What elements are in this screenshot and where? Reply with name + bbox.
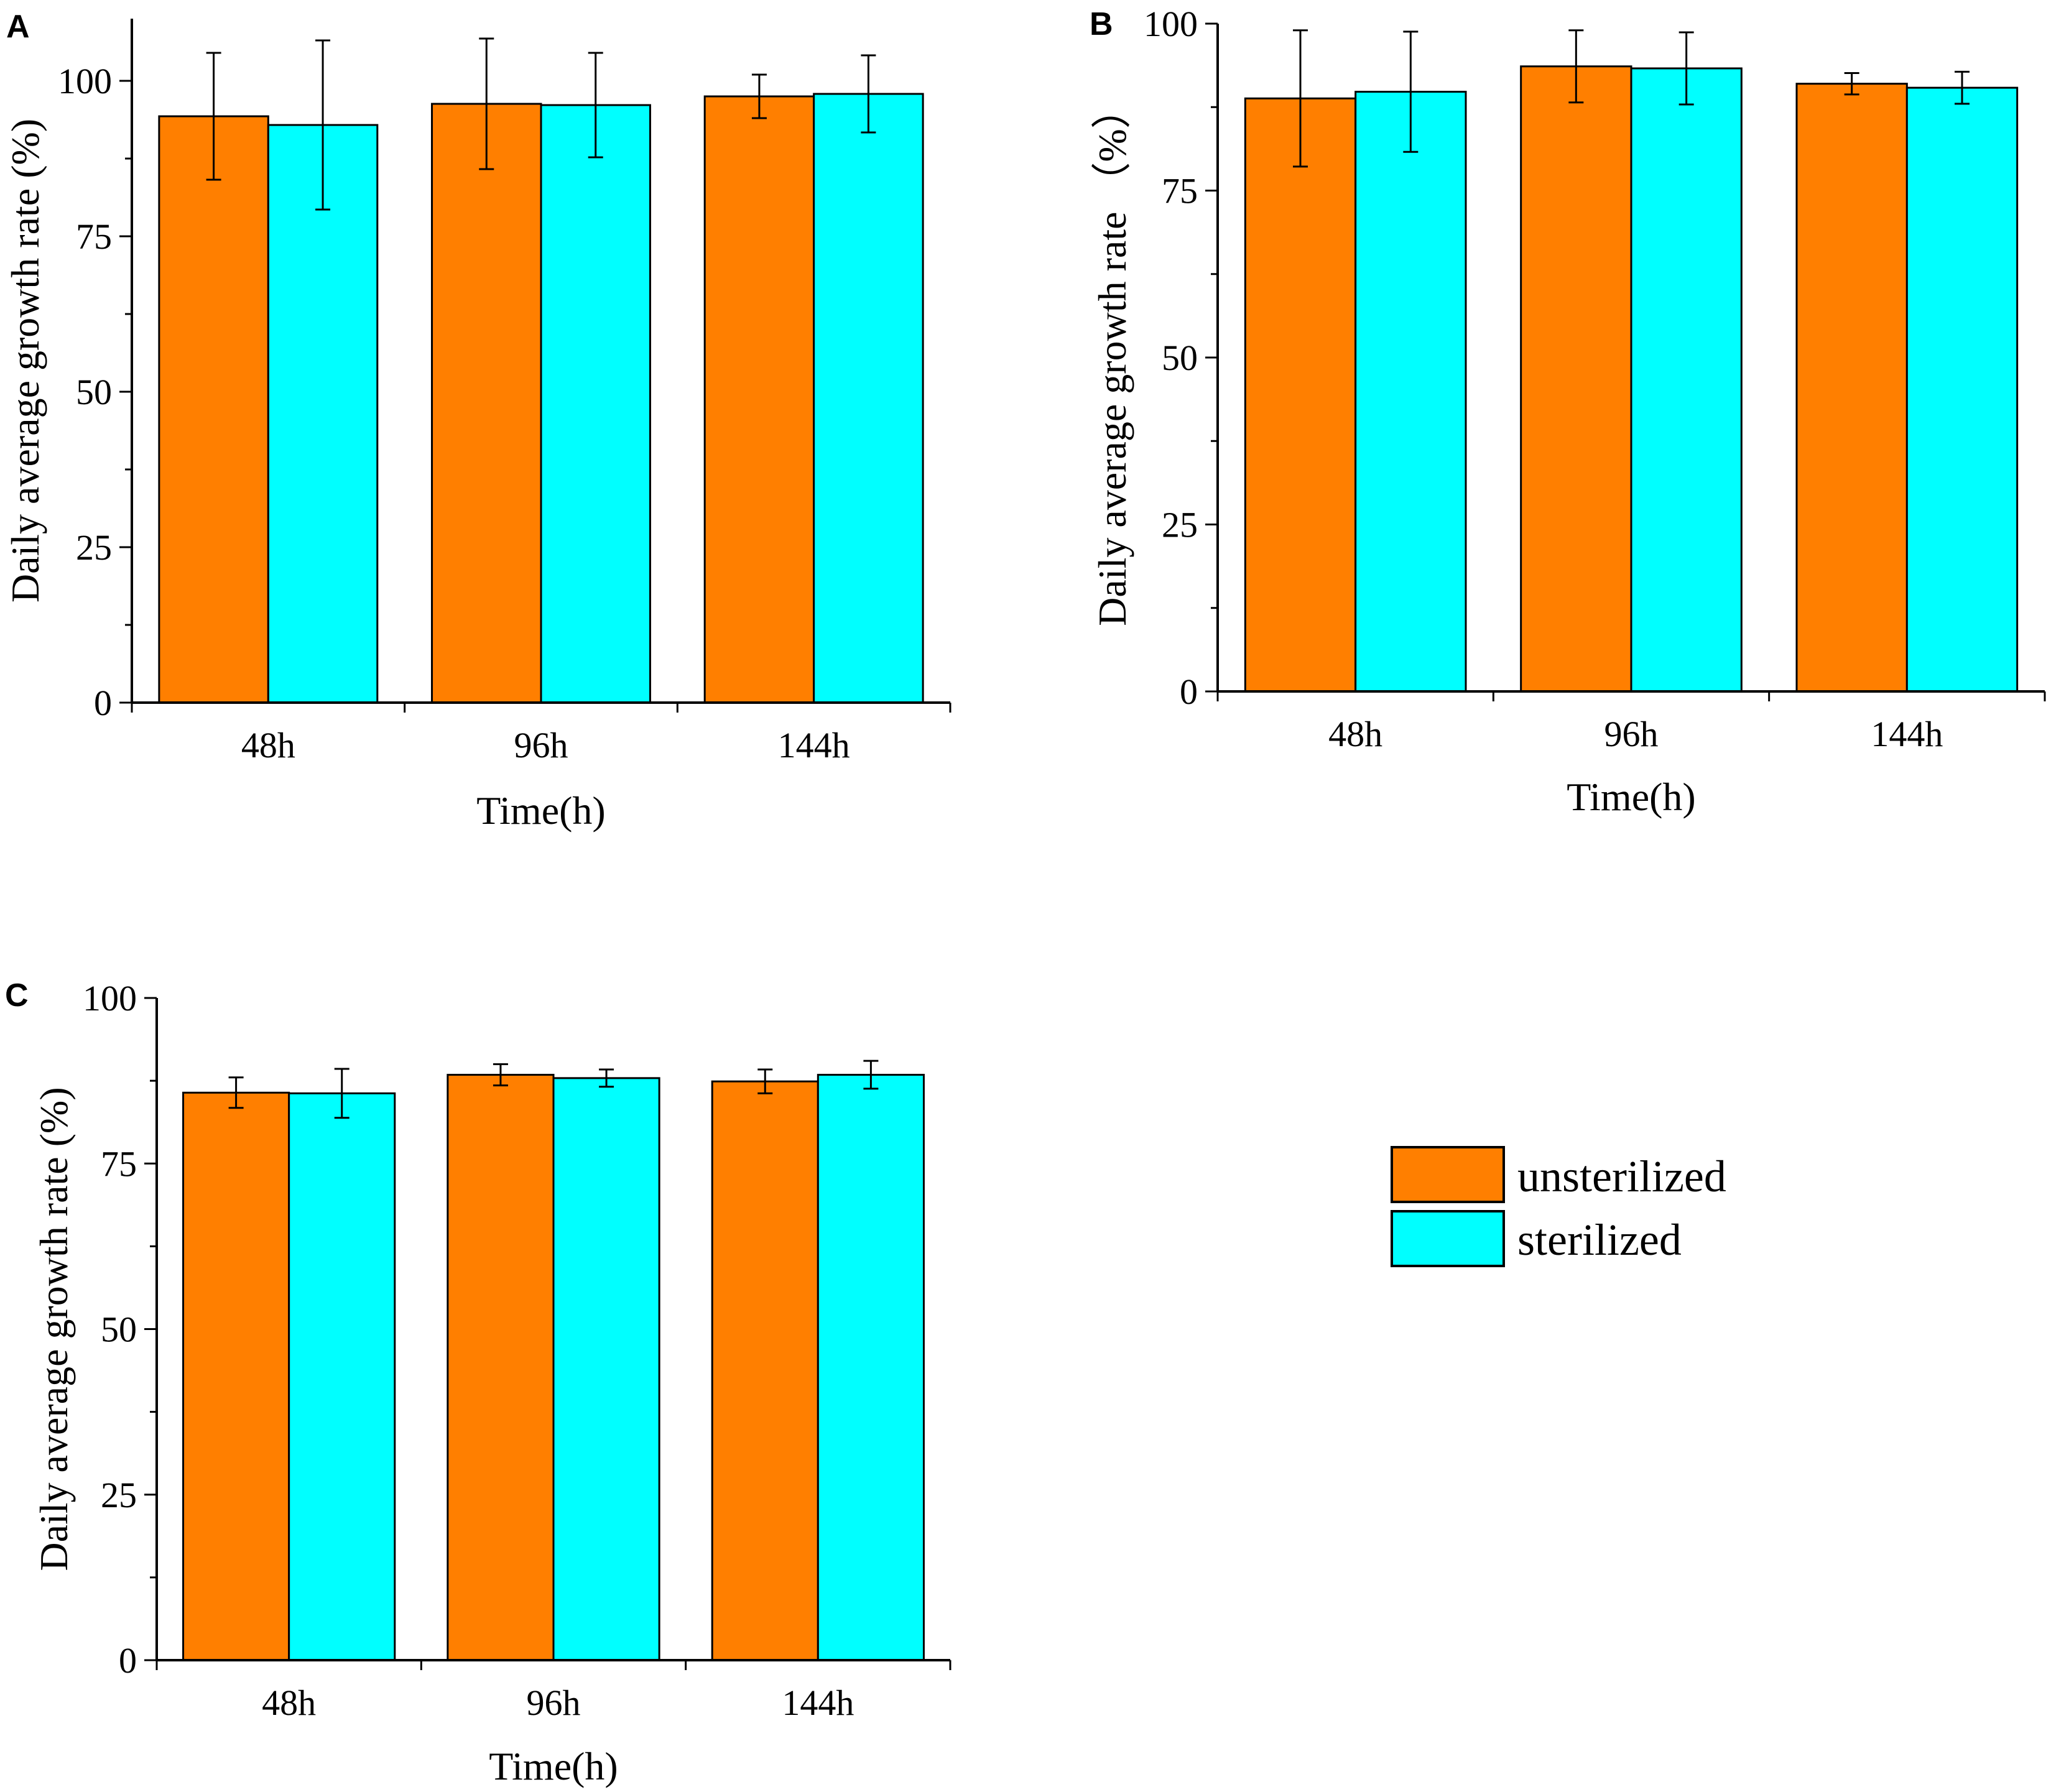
- bar-unsterilized-48h: [1244, 97, 1357, 693]
- x-tick-label: 144h: [782, 1683, 854, 1723]
- bar-sterilized-48h: [267, 124, 379, 704]
- error-bar-unsterilized-144h: [1844, 72, 1859, 96]
- chart-panel-c: C 48h 96h 144h 0 25 50 75 100 Time(h) Daily averag…: [5, 977, 951, 1788]
- chart-panel-a: A 48h 96h 144h 0 25 50 75 100 Time(h) Daily averag…: [3, 9, 951, 833]
- x-tick-label: 144h: [778, 725, 850, 765]
- error-bar-unsterilized-48h: [228, 1076, 244, 1109]
- y-axis-title: Daily average growth rate (%): [32, 1087, 76, 1571]
- y-tick-label: 50: [1162, 338, 1198, 378]
- chart-panel-b: B 48h 96h 144h 0 25 50 75 100 Time(h) Daily averag…: [1090, 4, 2046, 819]
- x-axis-title: Time(h): [476, 788, 605, 833]
- y-tick-label: 50: [101, 1309, 137, 1350]
- y-axis-title: Daily average growth rate （%）: [1090, 89, 1134, 626]
- y-tick-label: 0: [119, 1640, 137, 1681]
- x-tick-label: 144h: [1871, 714, 1943, 754]
- x-tick-label: 48h: [241, 725, 295, 765]
- y-tick-label: 75: [101, 1143, 137, 1184]
- bar-unsterilized-144h: [711, 1080, 819, 1661]
- y-tick-label: 75: [76, 216, 112, 257]
- error-bar-unsterilized-96h: [479, 37, 494, 170]
- x-tick-label: 96h: [514, 725, 568, 765]
- bar-sterilized-96h: [1630, 67, 1743, 693]
- legend-label-sterilized: sterilized: [1517, 1215, 1682, 1265]
- error-bar-sterilized-144h: [861, 54, 876, 134]
- error-bar-sterilized-48h: [315, 39, 331, 211]
- bar-unsterilized-144h: [703, 95, 815, 704]
- y-tick-label: 100: [1144, 4, 1198, 44]
- y-tick-label: 100: [58, 61, 112, 101]
- error-bar-sterilized-96h: [1678, 31, 1694, 106]
- bar-unsterilized-48h: [158, 115, 269, 704]
- legend-swatch-sterilized: [1391, 1210, 1505, 1267]
- bar-sterilized-48h: [288, 1092, 396, 1661]
- y-axis-title: Daily average growth rate (%): [3, 119, 47, 603]
- x-tick-label: 96h: [1604, 714, 1659, 754]
- y-tick-label: 50: [76, 372, 112, 412]
- y-tick-label: 75: [1162, 171, 1198, 211]
- chart-panels: A 48h 96h 144h 0 25 50 75 100 Time(h) Daily averag…: [3, 4, 2046, 1788]
- y-tick-label: 100: [83, 978, 137, 1018]
- bar-sterilized-144h: [817, 1074, 925, 1661]
- error-bar-unsterilized-48h: [206, 52, 221, 181]
- error-bar-unsterilized-48h: [1293, 29, 1308, 168]
- x-axis-title: Time(h): [1567, 775, 1695, 819]
- error-bar-unsterilized-144h: [751, 73, 767, 119]
- error-bar-sterilized-48h: [1403, 30, 1419, 153]
- y-tick-label: 25: [101, 1475, 137, 1515]
- legend-swatch-unsterilized: [1391, 1146, 1505, 1203]
- bar-unsterilized-96h: [447, 1074, 555, 1661]
- error-bar-unsterilized-144h: [757, 1068, 773, 1094]
- error-bar-sterilized-144h: [1955, 70, 1970, 105]
- y-tick-label: 0: [94, 683, 112, 723]
- y-tick-label: 0: [1180, 672, 1198, 712]
- legend: unsterilized sterilized: [1391, 1146, 1726, 1267]
- y-tick-label: 25: [1162, 505, 1198, 545]
- error-bar-sterilized-96h: [588, 52, 603, 159]
- legend-label-unsterilized: unsterilized: [1517, 1152, 1726, 1201]
- bar-sterilized-144h: [1905, 86, 2019, 693]
- bar-unsterilized-96h: [431, 103, 542, 704]
- panel-label: A: [6, 9, 30, 45]
- bar-sterilized-96h: [552, 1077, 660, 1661]
- error-bar-unsterilized-96h: [493, 1063, 508, 1087]
- bar-sterilized-144h: [813, 93, 924, 704]
- bar-unsterilized-144h: [1795, 83, 1908, 693]
- bar-sterilized-48h: [1354, 91, 1467, 693]
- bar-unsterilized-96h: [1520, 65, 1632, 693]
- error-bar-sterilized-144h: [863, 1060, 879, 1090]
- error-bar-unsterilized-96h: [1568, 29, 1584, 104]
- y-tick-label: 25: [76, 527, 112, 568]
- bar-sterilized-96h: [540, 104, 651, 704]
- x-tick-label: 96h: [527, 1683, 581, 1723]
- error-bar-sterilized-48h: [334, 1068, 350, 1119]
- error-bar-sterilized-96h: [599, 1068, 614, 1088]
- x-tick-label: 48h: [1328, 714, 1382, 754]
- panel-label: C: [5, 977, 29, 1014]
- x-tick-label: 48h: [262, 1683, 316, 1723]
- x-axis-title: Time(h): [489, 1744, 618, 1788]
- bar-unsterilized-48h: [182, 1091, 290, 1661]
- panel-label: B: [1090, 6, 1113, 42]
